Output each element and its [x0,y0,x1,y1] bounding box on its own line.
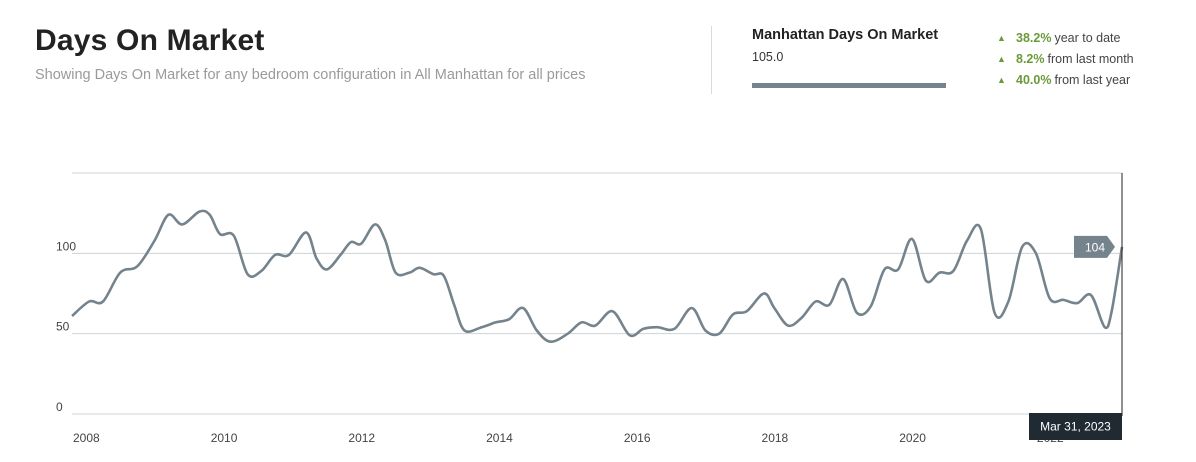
stat-progress-fill [752,83,946,88]
change-list: ▲ 38.2% year to date ▲ 8.2% from last month … [997,31,1134,94]
stat-progress-bar [752,83,946,88]
x-tick-label: 2012 [348,431,375,445]
stat-value: 105.0 [752,50,784,64]
page-subtitle: Showing Days On Market for any bedroom c… [35,67,586,83]
page-title: Days On Market [35,24,265,57]
change-pct: 8.2% [1016,52,1045,66]
change-year: ▲ 40.0% from last year [997,73,1134,94]
up-triangle-icon: ▲ [997,54,1006,64]
x-tick-label: 2016 [624,431,651,445]
x-tick-label: 2014 [486,431,513,445]
change-text: from last month [1047,52,1134,66]
up-triangle-icon: ▲ [997,75,1006,85]
current-value-label: 104 [1085,240,1105,254]
change-text: from last year [1054,73,1131,87]
current-value-marker [1074,235,1115,258]
series-line [71,209,1124,344]
header-divider [711,26,712,94]
y-tick-label: 0 [56,400,63,414]
y-tick-label: 100 [56,239,76,253]
change-month: ▲ 8.2% from last month [997,52,1134,73]
x-tick-label: 2018 [762,431,789,445]
y-tick-label: 50 [56,320,70,334]
change-ytd: ▲ 38.2% year to date [997,31,1134,52]
date-tooltip-label: Mar 31, 2023 [1040,420,1111,434]
date-tooltip [1029,413,1122,440]
change-pct: 40.0% [1016,73,1052,87]
stat-title: Manhattan Days On Market [752,27,939,43]
change-text: year to date [1054,31,1121,45]
up-triangle-icon: ▲ [997,33,1006,43]
x-tick-label: 2008 [73,431,100,445]
change-pct: 38.2% [1016,31,1052,45]
x-tick-label: 2010 [211,431,238,445]
x-tick-label: 2020 [899,431,926,445]
